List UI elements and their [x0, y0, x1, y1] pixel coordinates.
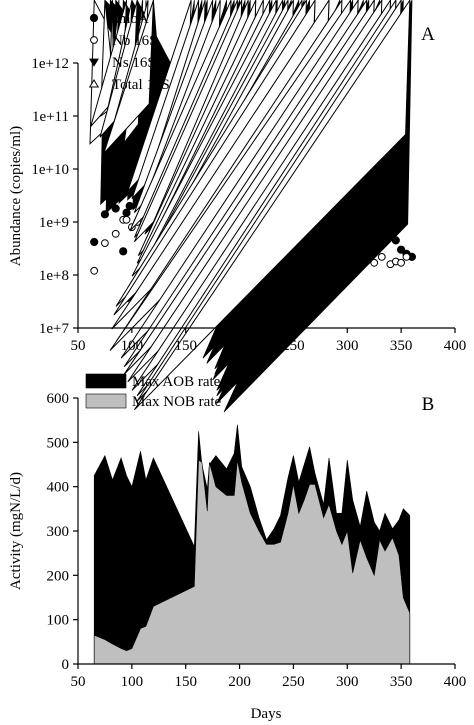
x-tick-label: 350 — [390, 338, 413, 354]
x-tick-label: 350 — [390, 674, 413, 690]
data-point-total-16s — [134, 0, 411, 411]
data-point-nb-16s — [397, 258, 406, 267]
x-tick-label: 400 — [444, 674, 467, 690]
legend-marker-total-16s — [88, 79, 100, 88]
legend-label-ns-16s: Ns 16S — [112, 55, 156, 71]
x-tick-label: 250 — [282, 338, 305, 354]
data-point-nb-16s — [101, 239, 109, 248]
legend-marker-ns-16s — [89, 58, 99, 67]
data-point-amoa — [122, 208, 131, 217]
y-tick-label: 1e+7 — [39, 321, 70, 337]
data-point-nb-16s — [370, 258, 379, 267]
series-total-16s — [89, 0, 411, 411]
panel-b-legend: Max AOB rate Max NOB rate — [85, 373, 221, 410]
y-tick-label: 500 — [47, 435, 70, 451]
y-tick-label: 1e+10 — [31, 162, 69, 178]
y-tick-label: 300 — [47, 524, 70, 540]
panel-b-areas — [93, 424, 411, 665]
x-tick-label: 100 — [121, 674, 144, 690]
y-tick-label: 200 — [47, 568, 70, 584]
legend-swatch-max-nob-rate — [85, 393, 127, 409]
data-point-nb-16s — [402, 253, 411, 261]
x-tick-label: 250 — [282, 674, 305, 690]
data-point-nb-16s — [122, 215, 131, 224]
legend-label-max-aob-rate: Max AOB rate — [132, 374, 221, 390]
legend-label-amoa: amoA — [112, 11, 149, 27]
legend-marker-amoa — [89, 13, 99, 23]
legend-label-max-nob-rate: Max NOB rate — [132, 394, 221, 410]
panel-b: Max AOB rate Max NOB rate 50 100 150 200 250 3… — [8, 373, 467, 722]
x-tick-label: 50 — [71, 674, 86, 690]
y-tick-label: 1e+8 — [39, 268, 69, 284]
panel-b-label: B — [422, 394, 435, 415]
x-tick-label: 100 — [121, 338, 144, 354]
data-point-amoa — [397, 245, 406, 254]
x-tick-label: 200 — [228, 674, 251, 690]
x-tick-label: 150 — [174, 338, 197, 354]
legend-label-nb-16s: Nb 16S — [112, 33, 157, 49]
x-tick-label: 400 — [444, 338, 467, 354]
data-point-nb-16s — [111, 229, 120, 238]
panel-b-y-axis: 0 100 200 300 400 500 600 — [47, 391, 78, 673]
panel-a-y-axis-title: Abundance (copies/ml) — [8, 126, 24, 266]
data-point-nb-16s — [377, 253, 386, 261]
data-point-amoa — [111, 204, 120, 213]
y-tick-label: 1e+11 — [32, 109, 69, 125]
legend-swatch-max-aob-rate — [85, 373, 127, 389]
panel-a-data-points — [89, 0, 416, 413]
x-tick-label: 150 — [174, 674, 197, 690]
data-point-nb-16s — [90, 266, 99, 275]
panel-a: amoA Nb 16S Ns 16S Total 16S 50 100 150 200 250… — [8, 0, 467, 413]
panel-a-legend: amoA Nb 16S Ns 16S Total 16S — [88, 11, 170, 93]
y-tick-label: 0 — [62, 657, 70, 673]
x-tick-label: 50 — [71, 338, 86, 354]
x-tick-label: 300 — [336, 338, 359, 354]
panel-b-x-axis: 50 100 150 200 250 300 350 400 — [71, 664, 467, 690]
panel-b-x-axis-title: Days — [251, 706, 282, 722]
y-tick-label: 100 — [47, 613, 70, 629]
x-tick-label: 300 — [336, 674, 359, 690]
data-point-amoa — [125, 201, 134, 211]
area-max-nob-rate — [93, 459, 411, 665]
y-tick-label: 1e+12 — [31, 56, 69, 72]
panel-a-y-axis: 1e+7 1e+8 1e+9 1e+10 1e+11 1e+12 — [31, 56, 78, 337]
y-tick-label: 600 — [47, 391, 70, 407]
x-tick-label: 200 — [228, 338, 251, 354]
data-point-amoa — [90, 237, 99, 247]
data-point-amoa — [119, 247, 128, 256]
panel-a-label: A — [421, 24, 435, 45]
panel-a-x-axis: 50 100 150 200 250 300 350 400 — [71, 328, 467, 354]
legend-marker-nb-16s — [90, 36, 98, 44]
legend-label-total-16s: Total 16S — [112, 77, 170, 93]
y-tick-label: 1e+9 — [39, 215, 69, 231]
panel-b-y-axis-title: Activity (mgN/L/d) — [8, 472, 24, 590]
y-tick-label: 400 — [47, 480, 70, 496]
data-point-total-16s — [103, 0, 154, 154]
